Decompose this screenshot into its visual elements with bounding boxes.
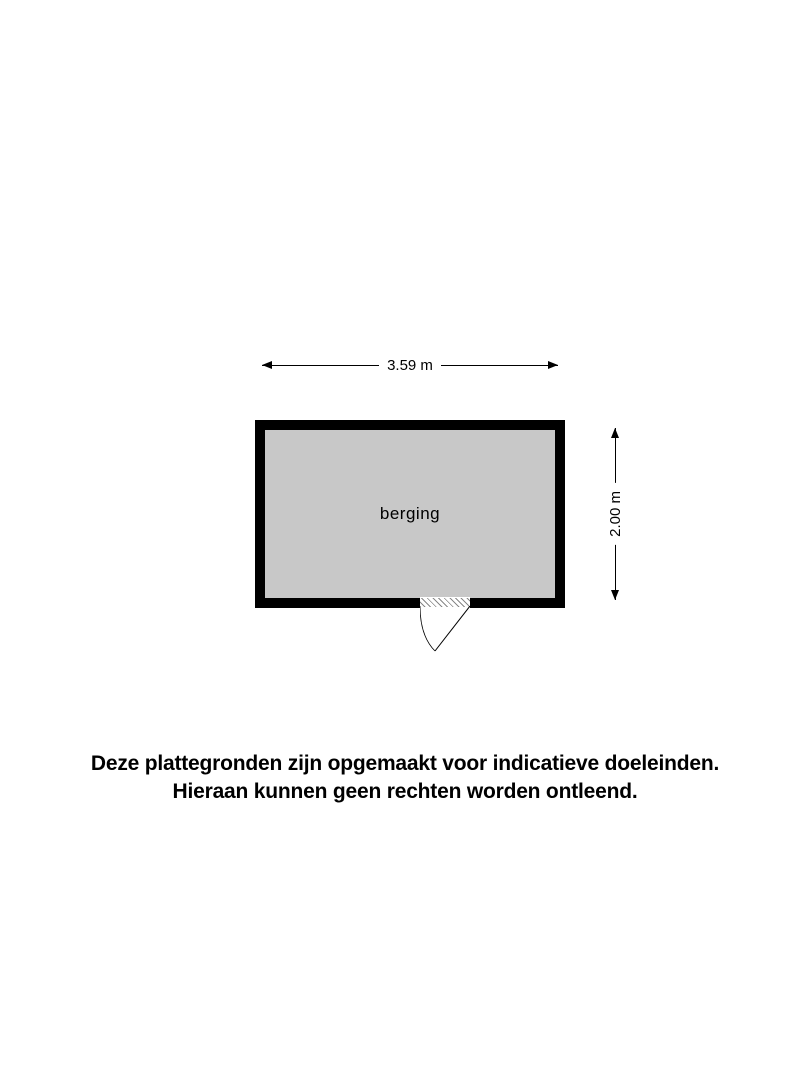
door (420, 598, 480, 658)
height-dimension-label: 2.00 m (607, 483, 624, 545)
arrow-right-icon (548, 361, 558, 369)
width-dimension-label: 3.59 m (379, 357, 441, 374)
height-dimension: 2.00 m (600, 428, 630, 600)
room-label: berging (380, 504, 440, 524)
door-swing-icon (420, 606, 470, 656)
floorplan-container: 3.59 m 2.00 m berging (0, 350, 810, 700)
width-dimension: 3.59 m (262, 350, 558, 380)
disclaimer-line2: Hieraan kunnen geen rechten worden ontle… (173, 780, 638, 803)
arrow-left-icon (262, 361, 272, 369)
room-berging: berging (255, 420, 565, 608)
disclaimer-line1: Deze plattegronden zijn opgemaakt voor i… (91, 752, 719, 775)
arrow-down-icon (611, 590, 619, 600)
disclaimer-text: Deze plattegronden zijn opgemaakt voor i… (0, 750, 810, 807)
arrow-up-icon (611, 428, 619, 438)
